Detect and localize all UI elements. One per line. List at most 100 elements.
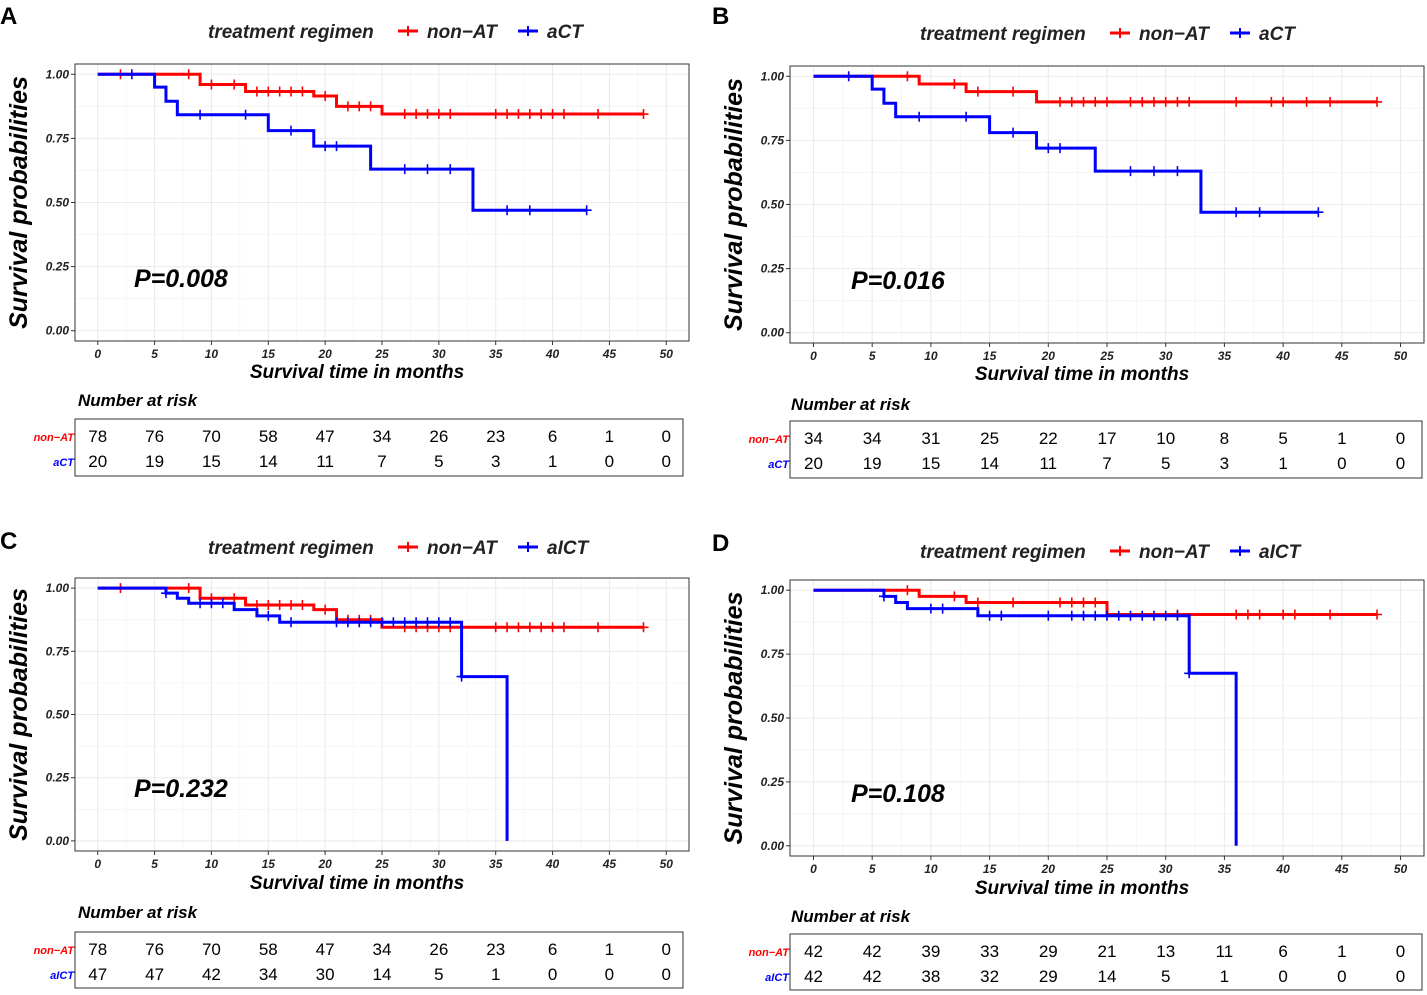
censor-mark <box>490 622 501 633</box>
risk-count: 14 <box>1098 967 1117 986</box>
censor-mark <box>1231 207 1242 218</box>
x-tick-label: 0 <box>94 857 101 871</box>
x-axis-title: Survival time in months <box>975 878 1189 899</box>
censor-mark <box>411 617 422 628</box>
risk-count: 34 <box>373 427 392 446</box>
censor-mark <box>593 109 604 120</box>
y-tick-label: 0.00 <box>761 839 785 853</box>
risk-row-label: aCT <box>768 459 790 471</box>
x-tick-label: 0 <box>810 862 817 876</box>
censor-mark <box>513 109 524 120</box>
censor-mark <box>274 86 285 97</box>
censor-mark <box>229 79 240 90</box>
y-tick-label: 0.75 <box>761 647 785 661</box>
censor-mark <box>1184 668 1195 679</box>
censor-mark <box>937 603 948 614</box>
censor-mark <box>1160 610 1171 621</box>
x-tick-label: 40 <box>1275 349 1290 363</box>
y-tick-label: 1.00 <box>761 583 785 597</box>
risk-row-label: non−AT <box>34 945 76 957</box>
risk-count: 5 <box>1278 429 1287 448</box>
censor-mark <box>524 205 535 216</box>
censor-mark <box>433 109 444 120</box>
censor-mark <box>638 109 649 120</box>
x-tick-label: 15 <box>983 349 997 363</box>
legend-title: treatment regimen <box>920 24 1086 45</box>
censor-mark <box>1172 96 1183 107</box>
legend-label: aCT <box>1259 24 1296 45</box>
censor-mark <box>1172 610 1183 621</box>
risk-count: 76 <box>145 940 164 959</box>
censor-mark <box>1055 96 1066 107</box>
risk-count: 1 <box>491 965 500 984</box>
risk-count: 23 <box>486 940 505 959</box>
risk-count: 1 <box>605 940 614 959</box>
legend-label: non−AT <box>427 22 498 43</box>
p-value: P=0.108 <box>851 780 945 808</box>
y-axis-title: Survival probabilities <box>5 588 33 841</box>
risk-count: 78 <box>88 940 107 959</box>
censor-mark <box>1125 96 1136 107</box>
risk-count: 6 <box>548 427 557 446</box>
risk-count: 42 <box>202 965 221 984</box>
censor-mark <box>1242 609 1253 620</box>
censor-mark <box>490 109 501 120</box>
x-tick-label: 20 <box>1041 862 1056 876</box>
y-tick-label: 0.75 <box>46 644 70 658</box>
censor-mark <box>331 141 342 152</box>
legend-label: aICT <box>1259 542 1302 563</box>
censor-mark <box>581 205 592 216</box>
risk-count: 1 <box>548 452 557 471</box>
x-tick-label: 10 <box>205 857 219 871</box>
censor-mark <box>1289 609 1300 620</box>
risk-count: 78 <box>88 427 107 446</box>
x-tick-label: 30 <box>1159 349 1173 363</box>
risk-count: 20 <box>88 452 107 471</box>
censor-mark <box>536 622 547 633</box>
censor-mark <box>1184 96 1195 107</box>
panel-letter: B <box>712 3 729 30</box>
x-tick-label: 10 <box>205 347 219 361</box>
legend-label: non−AT <box>1139 24 1210 45</box>
risk-count: 6 <box>1278 942 1287 961</box>
x-tick-label: 5 <box>869 862 876 876</box>
km-curve-group2 <box>813 74 1319 214</box>
censor-mark <box>961 111 972 122</box>
x-tick-label: 50 <box>1394 862 1408 876</box>
x-tick-label: 20 <box>317 857 332 871</box>
censor-mark <box>1008 597 1019 608</box>
risk-count: 19 <box>863 454 882 473</box>
risk-count: 6 <box>548 940 557 959</box>
censor-mark <box>195 598 206 609</box>
censor-mark <box>1090 597 1101 608</box>
censor-mark <box>524 109 535 120</box>
censor-mark <box>342 617 353 628</box>
censor-mark <box>399 164 410 175</box>
censor-mark <box>286 600 297 611</box>
risk-table-title: Number at risk <box>791 395 912 414</box>
km-curve-group1 <box>97 72 644 116</box>
risk-count: 3 <box>1220 454 1229 473</box>
censor-mark <box>422 164 433 175</box>
p-value: P=0.016 <box>851 267 946 295</box>
risk-count: 0 <box>605 452 614 471</box>
risk-count: 33 <box>980 942 999 961</box>
y-tick-label: 0.50 <box>46 196 70 210</box>
censor-mark <box>949 591 960 602</box>
x-tick-label: 40 <box>1275 862 1290 876</box>
y-tick-label: 1.00 <box>761 69 785 83</box>
risk-count: 29 <box>1039 967 1058 986</box>
risk-count: 32 <box>980 967 999 986</box>
risk-count: 30 <box>316 965 335 984</box>
censor-mark <box>1066 610 1077 621</box>
plot-frame <box>789 65 1425 344</box>
y-tick-label: 0.25 <box>761 262 785 276</box>
censor-mark <box>320 604 331 615</box>
x-axis-title: Survival time in months <box>975 364 1189 385</box>
legend-title: treatment regimen <box>208 22 374 43</box>
risk-row-label: non−AT <box>34 432 76 444</box>
risk-count: 0 <box>662 940 671 959</box>
